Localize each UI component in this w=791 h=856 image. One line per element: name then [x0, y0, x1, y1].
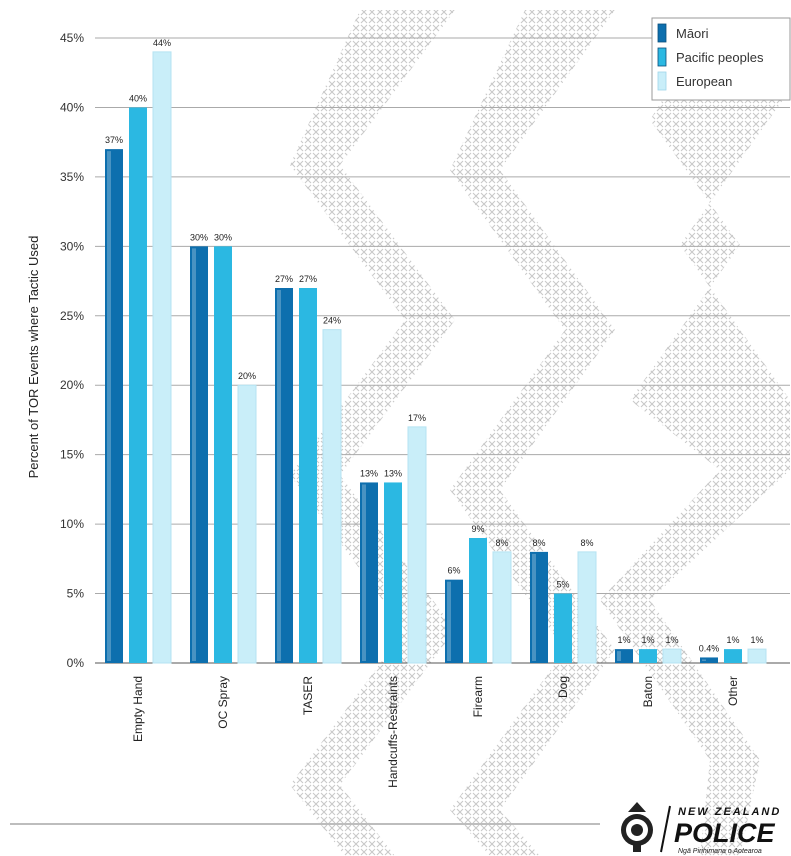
- logo-name: POLICE: [674, 818, 776, 848]
- x-category-label: Firearm: [471, 676, 485, 717]
- data-label: 40%: [129, 93, 147, 103]
- data-label: 20%: [238, 371, 256, 381]
- data-label: 1%: [641, 635, 654, 645]
- bar-pacific-peoples-dog: [554, 593, 572, 663]
- bar-european-firearm: [492, 551, 512, 664]
- bar-highlight: [192, 248, 196, 662]
- bar-m-ori-taser: [275, 288, 293, 663]
- crest-icon: [621, 802, 653, 852]
- bars-layer: [105, 51, 767, 664]
- data-label: 6%: [447, 566, 460, 576]
- bar-m-ori-handcuffs-restraints: [360, 482, 378, 663]
- bar-pacific-peoples-other: [724, 649, 742, 663]
- data-label: 17%: [408, 413, 426, 423]
- legend: Māori Pacific peoples European: [651, 17, 791, 101]
- data-label: 44%: [153, 38, 171, 48]
- y-tick-label: 25%: [60, 309, 84, 323]
- legend-swatch: [657, 71, 667, 91]
- data-label: 9%: [471, 524, 484, 534]
- bar-european-handcuffs-restraints: [407, 426, 427, 664]
- y-tick-label: 10%: [60, 517, 84, 531]
- legend-entry: Māori: [676, 26, 709, 41]
- logo-tagline: Ngā Pirihimana o Aotearoa: [678, 848, 762, 855]
- data-label: 30%: [214, 232, 232, 242]
- data-label: 8%: [532, 538, 545, 548]
- y-tick-label: 40%: [60, 100, 84, 114]
- bar-european-other: [747, 648, 767, 664]
- bar-pacific-peoples-handcuffs-restraints: [384, 482, 402, 663]
- bar-m-ori-oc-spray: [190, 246, 208, 664]
- bar-highlight: [107, 151, 111, 661]
- bar-pacific-peoples-oc-spray: [214, 246, 232, 664]
- bar-m-ori-empty-hand: [105, 149, 123, 664]
- bar-european-baton: [662, 648, 682, 664]
- x-axis: Empty Hand OC Spray TASER Handcuffs-Restrai…: [131, 676, 740, 788]
- background-zigzag-pattern: [290, 10, 790, 856]
- police-logo: NEW ZEALAND POLICE Ngā Pirihimana o Aote…: [621, 802, 781, 855]
- data-label: 24%: [323, 316, 341, 326]
- bar-highlight: [447, 581, 451, 661]
- x-category-label: Baton: [641, 676, 655, 707]
- y-axis-label: Percent of TOR Events where Tactic Used: [26, 236, 41, 479]
- bar-pacific-peoples-baton: [639, 649, 657, 663]
- data-label: 1%: [726, 635, 739, 645]
- data-label: 8%: [495, 538, 508, 548]
- x-category-label: OC Spray: [216, 676, 230, 729]
- bar-m-ori-firearm: [445, 579, 463, 663]
- data-label: 13%: [384, 468, 402, 478]
- bar-pacific-peoples-empty-hand: [129, 107, 147, 663]
- bar-highlight: [532, 553, 536, 661]
- data-label: 27%: [299, 274, 317, 284]
- bar-pacific-peoples-firearm: [469, 538, 487, 663]
- bar-european-oc-spray: [237, 384, 257, 664]
- data-label: 1%: [617, 635, 630, 645]
- bar-highlight: [702, 659, 706, 661]
- y-tick-label: 30%: [60, 239, 84, 253]
- y-tick-label: 15%: [60, 448, 84, 462]
- x-category-label: TASER: [301, 676, 315, 715]
- data-label: 27%: [275, 274, 293, 284]
- bar-m-ori-other: [700, 657, 718, 663]
- data-label: 37%: [105, 135, 123, 145]
- bar-pacific-peoples-taser: [299, 288, 317, 663]
- bar-m-ori-baton: [615, 649, 633, 663]
- y-tick-label: 0%: [67, 656, 85, 670]
- bar-highlight: [277, 290, 281, 661]
- bar-european-taser: [322, 329, 342, 664]
- legend-entry: European: [676, 74, 732, 89]
- legend-swatch: [657, 23, 667, 43]
- legend-entry: Pacific peoples: [676, 50, 764, 65]
- bar-m-ori-dog: [530, 551, 548, 663]
- x-category-label: Handcuffs-Restraints: [386, 676, 400, 788]
- y-tick-label: 5%: [67, 587, 85, 601]
- data-label: 13%: [360, 468, 378, 478]
- data-label: 8%: [580, 538, 593, 548]
- bar-european-dog: [577, 551, 597, 664]
- data-label: 30%: [190, 232, 208, 242]
- y-tick-label: 20%: [60, 378, 84, 392]
- data-label: 0.4%: [699, 643, 720, 653]
- y-tick-label: 45%: [60, 31, 84, 45]
- data-labels-layer: 37% 40% 44% 30% 30% 20% 27% 27% 24% 13% 13% 17% 6% 9%…: [105, 38, 764, 654]
- data-label: 5%: [556, 580, 569, 590]
- y-tick-label: 35%: [60, 170, 84, 184]
- x-category-label: Dog: [556, 676, 570, 698]
- bar-european-empty-hand: [152, 51, 172, 664]
- data-label: 1%: [750, 635, 763, 645]
- legend-swatch: [657, 47, 667, 67]
- data-label: 1%: [665, 635, 678, 645]
- y-axis: 0% 5% 10% 15% 20% 25% 30% 35% 40% 45%: [60, 31, 84, 670]
- bar-highlight: [617, 651, 621, 661]
- bar-highlight: [362, 484, 366, 661]
- logo-country: NEW ZEALAND: [678, 806, 781, 818]
- x-category-label: Other: [726, 676, 740, 706]
- x-category-label: Empty Hand: [131, 676, 145, 742]
